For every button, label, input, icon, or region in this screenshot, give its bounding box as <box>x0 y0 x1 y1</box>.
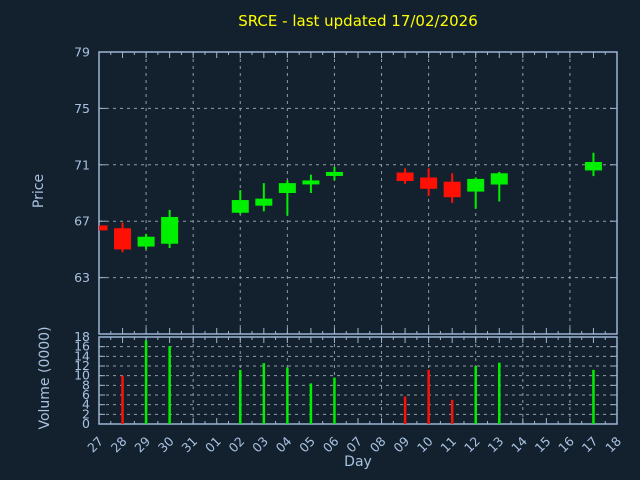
candle-day-29 <box>137 236 155 247</box>
x-tick-label: 17 <box>579 434 601 456</box>
volume-tick-label: 4 <box>82 397 90 412</box>
candle-day-13 <box>490 173 508 185</box>
candle-day-04 <box>278 183 296 193</box>
candle-day-30 <box>161 216 179 244</box>
volume-tick-label: 16 <box>74 339 90 354</box>
price-tick-label: 79 <box>74 45 90 60</box>
candle-day-17 <box>584 161 602 171</box>
volume-tick-label: 6 <box>82 387 90 402</box>
volume-tick-label: 10 <box>74 368 90 383</box>
volume-axis-label: Volume (0000) <box>37 326 53 430</box>
x-tick-label: 12 <box>461 434 483 456</box>
x-tick-label: 07 <box>343 434 365 456</box>
x-tick-label: 02 <box>226 434 248 456</box>
x-tick-label: 01 <box>202 434 224 456</box>
candle-day-28 <box>114 228 132 250</box>
candle-day-12 <box>467 178 485 192</box>
x-tick-label: 09 <box>390 433 412 455</box>
volume-tick-label: 12 <box>74 358 90 373</box>
volume-tick-label: 18 <box>74 329 90 344</box>
x-tick-label: 16 <box>555 433 577 455</box>
x-tick-label: 15 <box>532 434 554 456</box>
x-tick-label: 13 <box>485 434 507 456</box>
candle-day-10 <box>420 177 438 189</box>
price-tick-label: 63 <box>74 270 90 285</box>
volume-tick-label: 14 <box>74 348 90 363</box>
x-tick-label: 04 <box>273 433 295 455</box>
price-tick-label: 71 <box>74 157 90 172</box>
x-tick-label: 03 <box>249 434 271 456</box>
volume-tick-label: 2 <box>82 406 90 421</box>
x-tick-label: 10 <box>414 433 436 455</box>
x-tick-label: 06 <box>320 433 342 455</box>
x-tick-label: 31 <box>178 434 200 456</box>
candle-day-27 <box>99 225 108 231</box>
candle-day-11 <box>443 181 461 198</box>
price-tick-label: 75 <box>74 101 90 116</box>
x-tick-label: 29 <box>131 433 153 455</box>
x-tick-label: 27 <box>84 434 106 456</box>
volume-tick-label: 8 <box>82 377 90 392</box>
x-tick-label: 08 <box>367 433 389 455</box>
volume-bars <box>121 340 595 424</box>
x-tick-label: 11 <box>437 434 459 456</box>
x-axis-label: Day <box>344 454 372 470</box>
x-tick-label: 05 <box>296 434 318 456</box>
price-axis-label: Price <box>31 173 47 209</box>
x-tick-label: 18 <box>602 433 624 455</box>
x-tick-label: 30 <box>155 433 177 455</box>
volume-tick-label: 0 <box>82 416 90 431</box>
candle-day-09 <box>396 172 414 182</box>
candle-day-03 <box>255 198 273 206</box>
price-tick-label: 67 <box>74 214 90 229</box>
candle-day-02 <box>231 200 249 213</box>
candle-day-05 <box>302 180 320 185</box>
x-tick-label: 14 <box>508 433 530 455</box>
x-tick-label: 28 <box>108 433 130 455</box>
candles <box>99 152 602 253</box>
candle-day-06 <box>325 171 343 176</box>
chart-title: SRCE - last updated 17/02/2026 <box>238 12 478 30</box>
